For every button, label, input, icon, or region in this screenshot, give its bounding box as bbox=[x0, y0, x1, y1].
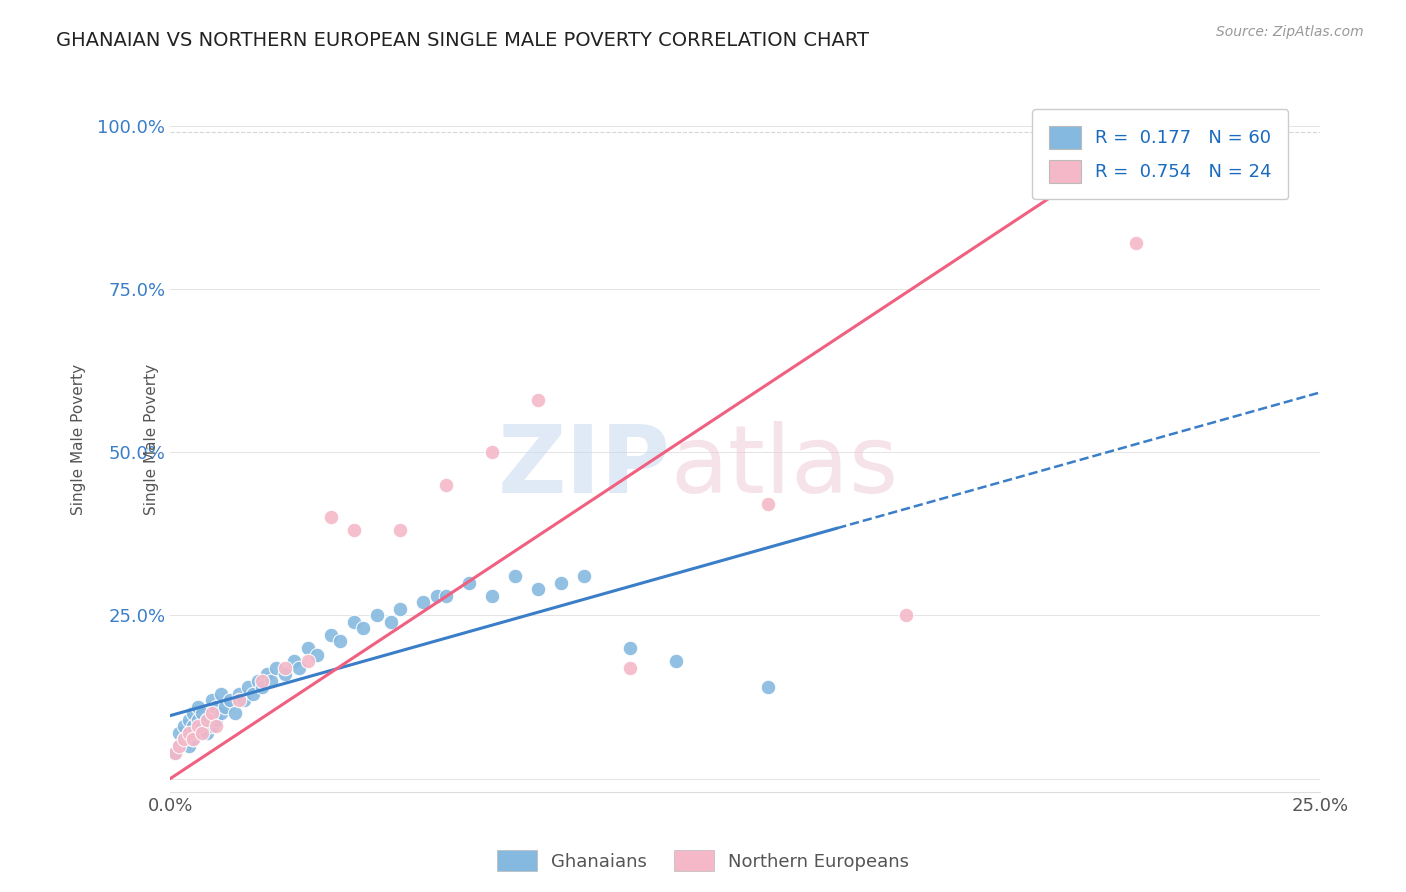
Point bbox=[503, 569, 526, 583]
Point bbox=[458, 575, 481, 590]
Text: atlas: atlas bbox=[671, 421, 898, 513]
Point bbox=[187, 719, 209, 733]
Point bbox=[321, 510, 343, 524]
Point bbox=[173, 719, 195, 733]
Point bbox=[187, 699, 209, 714]
Point bbox=[297, 640, 319, 655]
Point bbox=[195, 726, 218, 740]
Point bbox=[260, 673, 283, 688]
Point bbox=[177, 713, 200, 727]
Point bbox=[214, 699, 236, 714]
Point bbox=[177, 726, 200, 740]
Point bbox=[619, 640, 641, 655]
Point bbox=[481, 589, 503, 603]
Point bbox=[181, 732, 204, 747]
Point bbox=[195, 713, 218, 727]
Point bbox=[224, 706, 246, 721]
Legend: Ghanaians, Northern Europeans: Ghanaians, Northern Europeans bbox=[489, 843, 917, 879]
Point bbox=[191, 706, 214, 721]
Point bbox=[246, 673, 269, 688]
Point bbox=[209, 687, 232, 701]
Text: Source: ZipAtlas.com: Source: ZipAtlas.com bbox=[1216, 25, 1364, 39]
Point bbox=[205, 699, 228, 714]
Y-axis label: Single Male Poverty: Single Male Poverty bbox=[72, 363, 86, 515]
Point bbox=[242, 687, 264, 701]
Point bbox=[481, 445, 503, 459]
Point bbox=[250, 673, 273, 688]
Point bbox=[232, 693, 254, 707]
Point bbox=[665, 654, 688, 668]
Point bbox=[574, 569, 596, 583]
Point bbox=[256, 667, 278, 681]
Point bbox=[307, 648, 329, 662]
Point bbox=[527, 582, 550, 597]
Point bbox=[434, 589, 457, 603]
Point bbox=[550, 575, 572, 590]
Y-axis label: Single Male Poverty: Single Male Poverty bbox=[143, 363, 159, 515]
Point bbox=[283, 654, 305, 668]
Point bbox=[352, 622, 374, 636]
Legend: R =  0.177   N = 60, R =  0.754   N = 24: R = 0.177 N = 60, R = 0.754 N = 24 bbox=[1032, 110, 1288, 199]
Point bbox=[205, 719, 228, 733]
Point bbox=[219, 693, 242, 707]
Point bbox=[1125, 236, 1147, 251]
Point bbox=[173, 732, 195, 747]
Point bbox=[173, 732, 195, 747]
Point bbox=[389, 602, 412, 616]
Point bbox=[527, 392, 550, 407]
Point bbox=[228, 693, 250, 707]
Point bbox=[169, 739, 191, 753]
Point bbox=[163, 746, 186, 760]
Point bbox=[181, 732, 204, 747]
Point bbox=[619, 660, 641, 674]
Point bbox=[380, 615, 402, 629]
Point bbox=[288, 660, 311, 674]
Point bbox=[426, 589, 449, 603]
Point bbox=[191, 719, 214, 733]
Point bbox=[181, 719, 204, 733]
Point bbox=[238, 680, 260, 694]
Point bbox=[274, 660, 297, 674]
Point bbox=[169, 726, 191, 740]
Point bbox=[366, 608, 388, 623]
Point bbox=[201, 719, 224, 733]
Point bbox=[177, 726, 200, 740]
Point bbox=[329, 634, 352, 648]
Point bbox=[250, 680, 273, 694]
Point bbox=[756, 680, 779, 694]
Point bbox=[195, 713, 218, 727]
Point bbox=[297, 654, 319, 668]
Point bbox=[264, 660, 287, 674]
Point bbox=[412, 595, 434, 609]
Text: GHANAIAN VS NORTHERN EUROPEAN SINGLE MALE POVERTY CORRELATION CHART: GHANAIAN VS NORTHERN EUROPEAN SINGLE MAL… bbox=[56, 31, 869, 50]
Text: ZIP: ZIP bbox=[498, 421, 671, 513]
Point bbox=[187, 726, 209, 740]
Point bbox=[191, 726, 214, 740]
Point bbox=[181, 706, 204, 721]
Point bbox=[187, 713, 209, 727]
Point bbox=[205, 713, 228, 727]
Point bbox=[169, 739, 191, 753]
Point bbox=[434, 477, 457, 491]
Point bbox=[343, 524, 366, 538]
Point bbox=[228, 687, 250, 701]
Point bbox=[896, 608, 918, 623]
Point bbox=[756, 497, 779, 511]
Point bbox=[201, 693, 224, 707]
Point bbox=[163, 746, 186, 760]
Point bbox=[321, 628, 343, 642]
Point bbox=[201, 706, 224, 721]
Point bbox=[389, 524, 412, 538]
Point bbox=[177, 739, 200, 753]
Point bbox=[274, 667, 297, 681]
Point bbox=[343, 615, 366, 629]
Point bbox=[209, 706, 232, 721]
